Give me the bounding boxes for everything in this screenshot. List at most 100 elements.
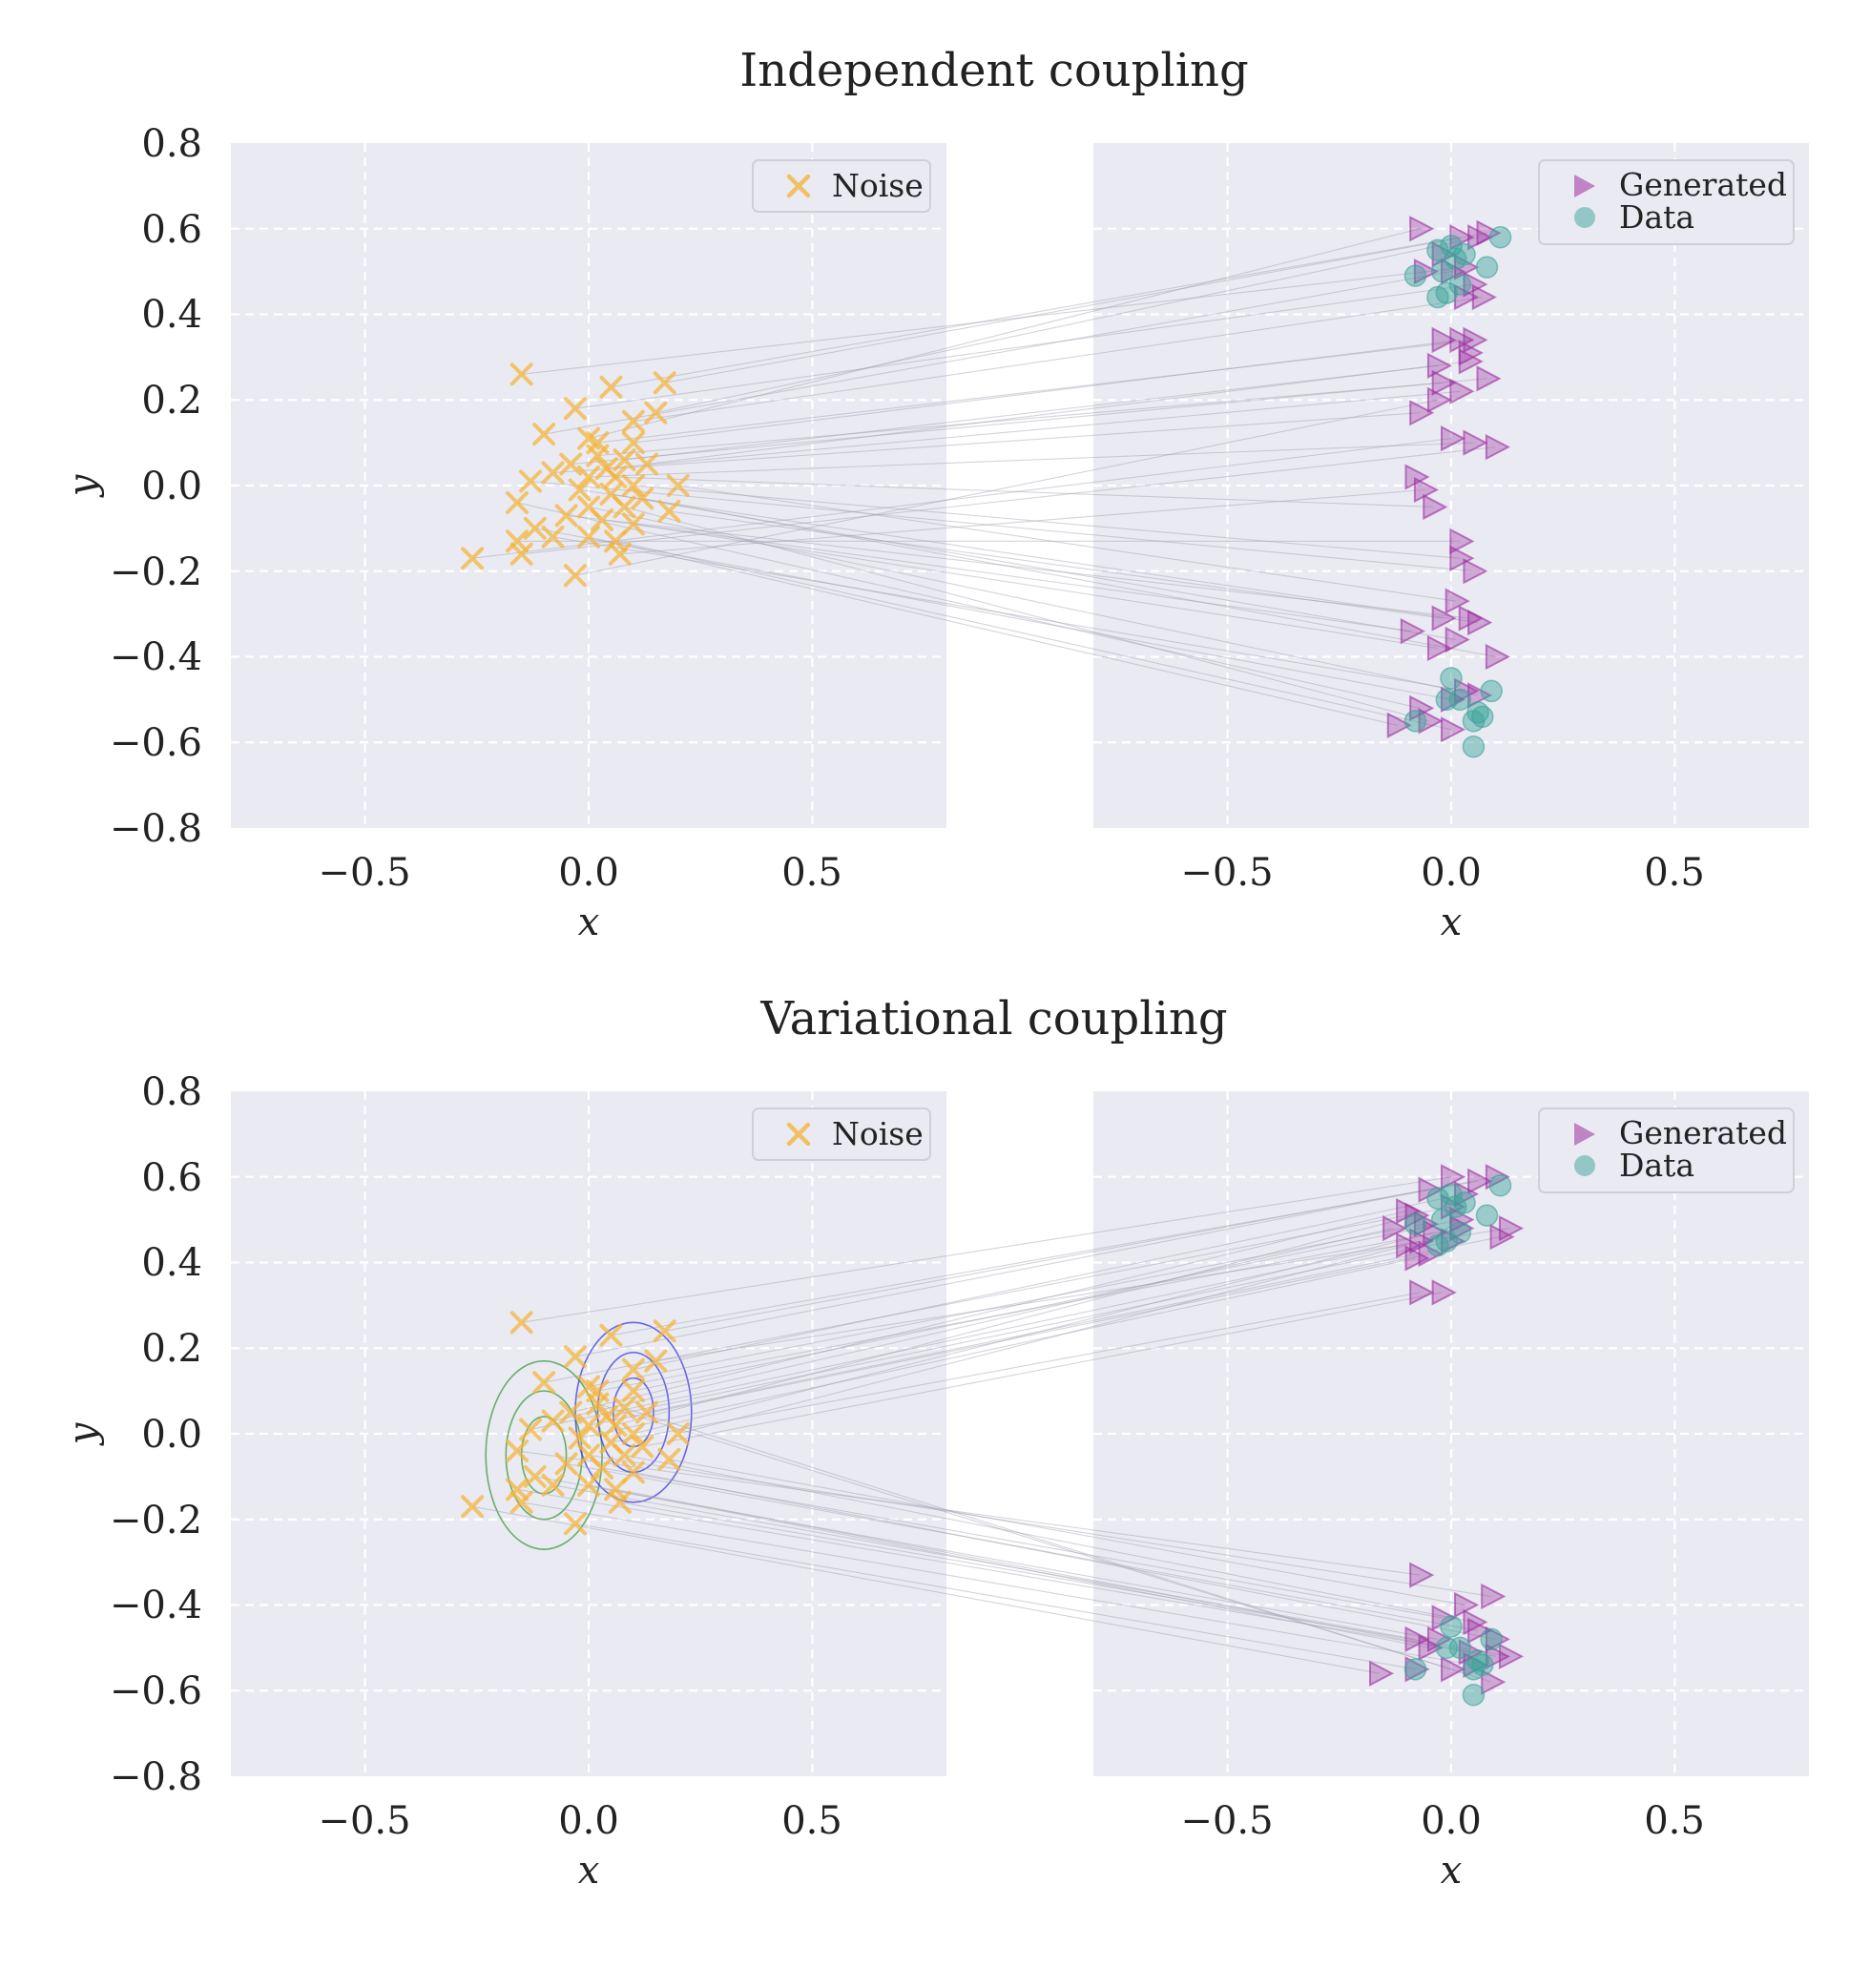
generated-point xyxy=(1498,1643,1525,1669)
coupling-line xyxy=(544,1206,1452,1383)
generated-point xyxy=(1431,605,1457,632)
x-tick-label: 0.0 xyxy=(1421,1799,1482,1843)
noise-point xyxy=(577,1473,600,1497)
data-point xyxy=(1403,710,1427,733)
noise-point xyxy=(657,1447,681,1471)
coupling-line xyxy=(615,1488,1469,1653)
coupling-line xyxy=(552,1228,1394,1422)
generated-point xyxy=(1431,1605,1457,1631)
coupling-line xyxy=(544,271,1452,435)
noise-point-stroke xyxy=(506,490,529,514)
noise-point xyxy=(653,1319,676,1343)
coupling-lines xyxy=(472,1176,1510,1683)
generated-point xyxy=(1441,425,1466,452)
noise-point xyxy=(631,1435,654,1459)
noise-point-stroke xyxy=(577,495,600,519)
legend-right: Generated Data xyxy=(1538,1108,1795,1193)
noise-point-stroke xyxy=(577,426,600,450)
coupling-line xyxy=(588,506,1479,696)
data-point xyxy=(1471,705,1494,729)
noise-point xyxy=(577,525,600,549)
coupling-line xyxy=(615,476,1434,507)
noise-point xyxy=(621,512,645,536)
data-point xyxy=(1426,238,1449,261)
noise-point xyxy=(631,487,654,510)
coupling-line xyxy=(611,493,1456,641)
noise-point-stroke xyxy=(568,1426,592,1450)
noise-point-stroke xyxy=(634,1400,658,1424)
coupling-line xyxy=(597,339,1474,444)
coupling-line xyxy=(633,1471,1496,1640)
legend-data-label: Data xyxy=(1619,198,1694,236)
generated-point xyxy=(1449,1206,1475,1233)
y-tick-label: 0.0 xyxy=(141,1413,202,1457)
coupling-line xyxy=(472,438,1452,559)
noise-point-stroke xyxy=(506,529,529,553)
generated-point xyxy=(1441,1228,1466,1254)
noise-point-stroke xyxy=(509,1311,533,1335)
y-tick-label: 0.2 xyxy=(141,379,202,423)
noise-point-stroke xyxy=(644,1349,668,1373)
noise-point-stroke xyxy=(523,516,547,540)
x-tick-label: 0.5 xyxy=(1644,1799,1705,1843)
coupling-line xyxy=(615,540,1452,731)
noise-point xyxy=(621,1422,645,1445)
noise-point-stroke xyxy=(621,512,645,536)
coupling-line xyxy=(606,390,1461,469)
x-tick-label: 0.0 xyxy=(558,1799,619,1843)
generated-point xyxy=(1467,1617,1493,1645)
noise-point-stroke xyxy=(591,507,614,531)
coupling-line xyxy=(642,1292,1443,1448)
noise-point-stroke xyxy=(631,1435,654,1459)
noise-point-stroke xyxy=(509,1490,533,1514)
noise-point-stroke xyxy=(461,1495,485,1519)
generated-point xyxy=(1449,528,1475,554)
data-points xyxy=(1403,1173,1512,1707)
data-point xyxy=(1440,234,1463,258)
generated-point xyxy=(1444,626,1470,653)
x-axis-label-left: x xyxy=(578,1849,600,1893)
x-tick-label: −0.5 xyxy=(318,1799,410,1843)
coupling-line xyxy=(606,1240,1452,1418)
coupling-line xyxy=(633,297,1483,423)
noise-point-stroke xyxy=(532,423,556,446)
noise-point-stroke xyxy=(509,542,533,566)
noise-point-stroke xyxy=(653,371,676,395)
noise-point xyxy=(599,1323,623,1347)
generated-point xyxy=(1449,545,1475,571)
coupling-line xyxy=(530,1240,1421,1431)
generated-point xyxy=(1485,1164,1511,1191)
data-point xyxy=(1426,1233,1449,1257)
coupling-line xyxy=(642,497,1496,658)
coupling-line xyxy=(571,1211,1407,1414)
noise-point xyxy=(506,529,529,553)
y-tick-label: 0.4 xyxy=(141,293,202,337)
generated-point xyxy=(1409,216,1435,242)
coupling-line xyxy=(633,523,1439,650)
noise-point xyxy=(563,1345,587,1369)
coupling-line xyxy=(646,1236,1501,1414)
noise-point-stroke xyxy=(621,1379,645,1403)
generated-point xyxy=(1467,1168,1493,1194)
y-tick-label: −0.8 xyxy=(110,1755,202,1799)
noise-point xyxy=(509,362,533,386)
x-tick-label: 0.5 xyxy=(781,851,842,895)
generated-point xyxy=(1467,609,1493,636)
y-tick-label: 0.0 xyxy=(141,465,202,508)
legend-generated-marker xyxy=(1574,175,1595,197)
coupling-line xyxy=(633,1193,1465,1371)
coupling-line xyxy=(571,378,1487,466)
generated-point xyxy=(1485,1626,1511,1653)
coupling-line xyxy=(611,237,1461,388)
noise-point-stroke xyxy=(506,1439,529,1462)
data-point xyxy=(1471,1653,1494,1677)
noise-point-stroke xyxy=(523,1464,547,1488)
coupling-line xyxy=(646,361,1469,466)
noise-point-stroke xyxy=(586,444,610,467)
legend-noise-marker xyxy=(786,1122,811,1147)
noise-point xyxy=(506,490,529,514)
generated-point xyxy=(1449,326,1475,354)
coupling-line xyxy=(597,1403,1452,1670)
coupling-line xyxy=(614,1214,1416,1426)
y-tick-label: −0.4 xyxy=(110,1584,202,1627)
